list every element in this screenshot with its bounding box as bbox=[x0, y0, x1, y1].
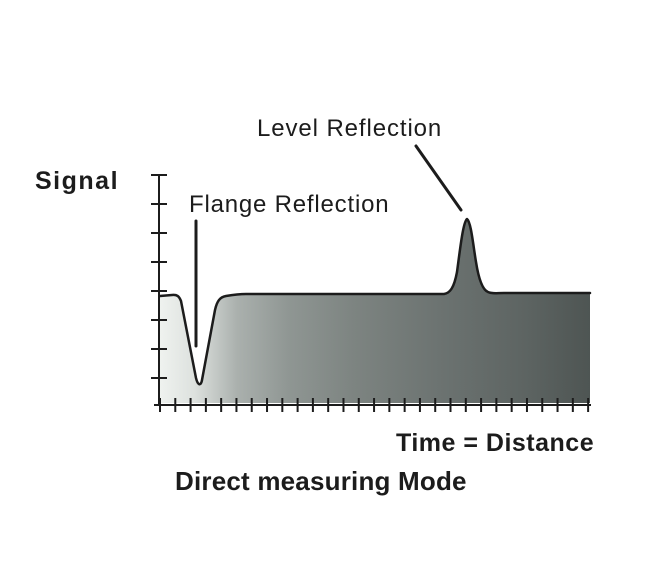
caption: Direct measuring Mode bbox=[175, 466, 467, 496]
signal-outline bbox=[158, 217, 592, 386]
y-axis-ticks bbox=[151, 174, 167, 379]
level-pointer-line bbox=[414, 144, 463, 212]
signal-area bbox=[160, 219, 590, 403]
x-axis-ticks bbox=[159, 398, 590, 412]
annotation-flange-reflection: Flange Reflection bbox=[189, 191, 390, 218]
annotation-level-reflection: Level Reflection bbox=[257, 115, 443, 142]
y-axis-label: Signal bbox=[35, 167, 120, 195]
x-axis-label: Time = Distance bbox=[396, 429, 595, 457]
